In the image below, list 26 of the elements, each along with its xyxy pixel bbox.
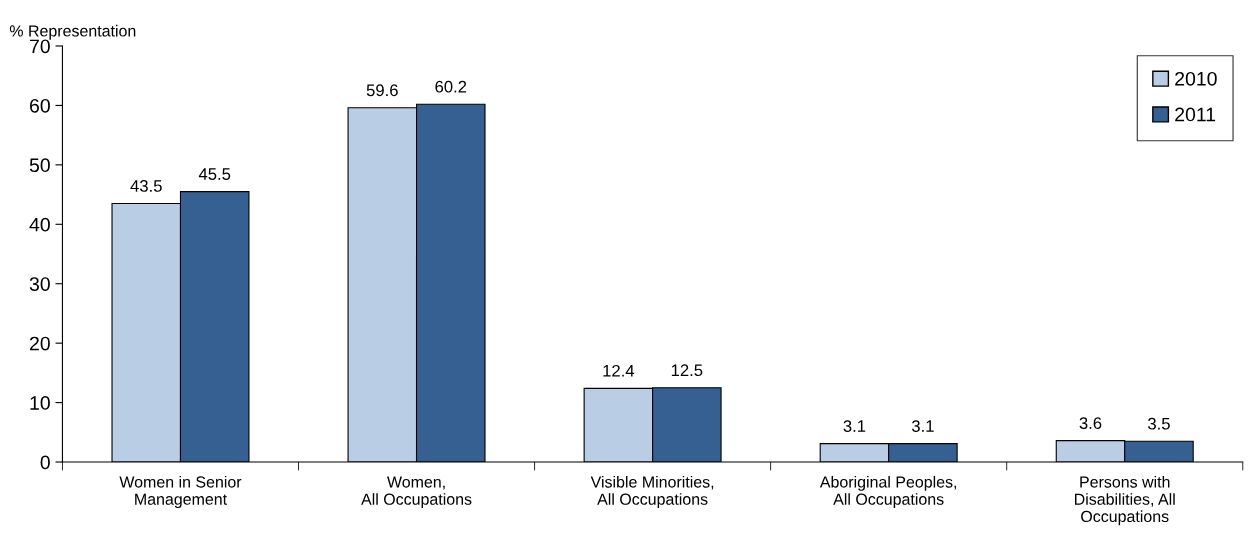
x-tick-label: Women, All Occupations <box>361 476 472 509</box>
data-label: 45.5 <box>198 168 231 180</box>
x-tick-label: Visible Minorities, All Occupations <box>590 475 714 509</box>
data-label: 3.5 <box>1148 417 1170 430</box>
data-label: 60.2 <box>435 80 467 93</box>
data-label: 3.6 <box>1079 417 1102 430</box>
y-tick-label: 10 <box>30 396 50 410</box>
legend-label: 2011 <box>1175 107 1216 122</box>
y-tick-label: 70 <box>30 39 50 54</box>
x-tick-label: Aboriginal Peoples, All Occupations <box>819 475 957 509</box>
legend-label: 2010 <box>1175 71 1217 86</box>
y-tick-label: 30 <box>29 277 50 291</box>
y-tick-label: 50 <box>29 158 50 173</box>
y-tick-label: 20 <box>30 336 50 351</box>
y-tick-label: 0 <box>40 455 50 470</box>
data-label: 43.5 <box>130 180 162 192</box>
x-tick-label: Persons with Disabilities, All Occupations <box>1074 475 1175 526</box>
y-tick-label: 60 <box>30 98 50 113</box>
data-label: 12.5 <box>671 364 703 377</box>
data-label: 3.1 <box>843 420 866 432</box>
y-tick-label: 40 <box>29 217 50 232</box>
data-label: 3.1 <box>911 420 934 432</box>
y-axis-title: % Representation <box>9 24 136 40</box>
x-tick-label: Women in Senior Management <box>119 475 242 509</box>
data-label: 59.6 <box>366 84 398 97</box>
data-label: 12.4 <box>603 364 635 377</box>
